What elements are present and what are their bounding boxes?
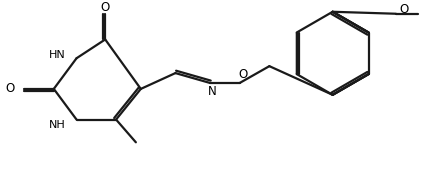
Text: O: O: [399, 3, 408, 16]
Text: N: N: [208, 85, 216, 98]
Text: O: O: [238, 68, 247, 81]
Text: HN: HN: [49, 50, 66, 60]
Text: O: O: [101, 1, 110, 14]
Text: O: O: [6, 82, 15, 95]
Text: NH: NH: [49, 120, 66, 130]
